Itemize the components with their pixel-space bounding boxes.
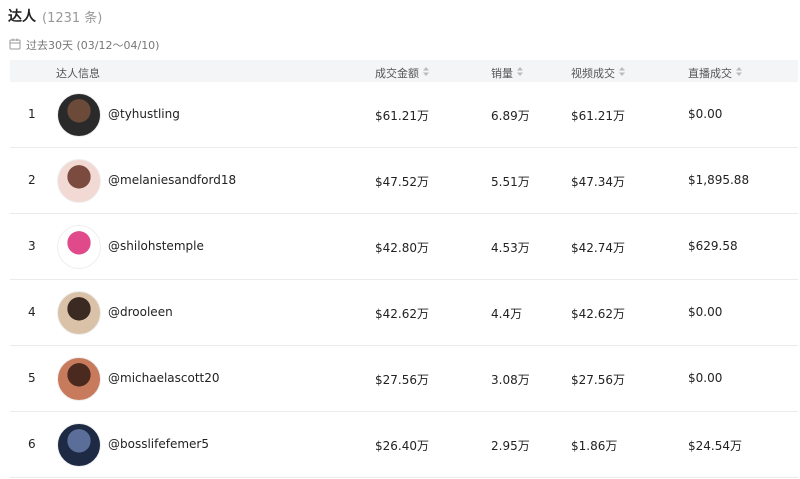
table-row[interactable] (10, 280, 798, 346)
column-header[interactable]: 直播成交 (688, 67, 732, 80)
cell-value: $1,895.88 (688, 173, 750, 187)
table-row[interactable] (10, 346, 798, 412)
avatar[interactable] (57, 423, 101, 467)
cell-value: $27.56万 (375, 373, 429, 387)
column-header[interactable]: 销量 (491, 67, 513, 80)
calendar-icon (9, 38, 21, 50)
sort-icon[interactable] (619, 67, 625, 76)
cell-value: $26.40万 (375, 439, 429, 453)
cell-value: 4.4万 (491, 307, 523, 321)
column-header[interactable]: 视频成交 (571, 67, 615, 80)
sort-icon[interactable] (736, 67, 742, 76)
table-row[interactable] (10, 82, 798, 148)
cell-value: $47.34万 (571, 175, 625, 189)
cell-value: $0.00 (688, 107, 723, 121)
rank: 5 (28, 371, 36, 385)
date-range: 过去30天 (03/12～04/10) (26, 39, 160, 52)
table-row[interactable] (10, 148, 798, 214)
rank: 2 (28, 173, 36, 187)
cell-value: $47.52万 (375, 175, 429, 189)
avatar[interactable] (57, 291, 101, 335)
handle[interactable]: @tyhustling (108, 107, 180, 121)
cell-value: $629.58 (688, 239, 738, 253)
cell-value: $42.62万 (571, 307, 625, 321)
rank: 6 (28, 437, 36, 451)
sort-icon[interactable] (423, 67, 429, 76)
cell-value: $61.21万 (375, 109, 429, 123)
cell-value: $27.56万 (571, 373, 625, 387)
cell-value: $61.21万 (571, 109, 625, 123)
handle[interactable]: @drooleen (108, 305, 173, 319)
sort-icon[interactable] (517, 67, 523, 76)
handle[interactable]: @shilohstemple (108, 239, 204, 253)
cell-value: $0.00 (688, 371, 723, 385)
count: (1231 条) (42, 11, 103, 26)
cell-value: $42.62万 (375, 307, 429, 321)
avatar[interactable] (57, 357, 101, 401)
avatar[interactable] (57, 159, 101, 203)
avatar[interactable] (57, 93, 101, 137)
title: 达人 (8, 9, 36, 25)
cell-value: 3.08万 (491, 373, 530, 387)
handle[interactable]: @bosslifefemer5 (108, 437, 209, 451)
table-row[interactable] (10, 214, 798, 280)
cell-value: 6.89万 (491, 109, 530, 123)
rank: 1 (28, 107, 36, 121)
handle[interactable]: @melaniesandford18 (108, 173, 237, 187)
rank: 3 (28, 239, 36, 253)
table-row[interactable] (10, 412, 798, 478)
cell-value: $0.00 (688, 305, 723, 319)
column-header: 达人信息 (56, 67, 100, 80)
table-header (10, 60, 798, 82)
rank: 4 (28, 305, 36, 319)
cell-value: 5.51万 (491, 175, 530, 189)
handle[interactable]: @michaelascott20 (108, 371, 220, 385)
cell-value: $42.74万 (571, 241, 625, 255)
avatar[interactable] (57, 225, 101, 269)
cell-value: 4.53万 (491, 241, 530, 255)
cell-value: $1.86万 (571, 439, 618, 453)
column-header[interactable]: 成交金额 (375, 67, 419, 80)
cell-value: 2.95万 (491, 439, 530, 453)
cell-value: $24.54万 (688, 439, 742, 453)
cell-value: $42.80万 (375, 241, 429, 255)
